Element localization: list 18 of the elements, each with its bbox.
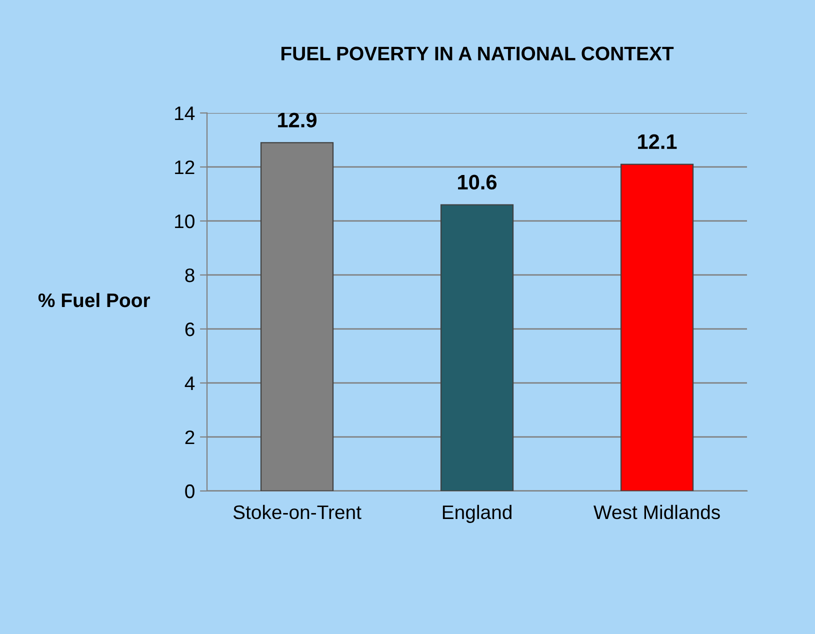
y-tick-label: 14 (175, 106, 195, 120)
data-label: 10.6 (458, 174, 497, 190)
data-label: 12.1 (638, 134, 677, 149)
chart-title: FUEL POVERTY IN A NATIONAL CONTEXT (282, 46, 674, 60)
y-tick-label: 6 (185, 322, 194, 336)
x-tick-label: West Midlands (594, 504, 720, 520)
y-tick-label: 10 (175, 214, 194, 228)
y-tick-label: 0 (185, 484, 194, 498)
bar (620, 164, 694, 491)
y-tick-label: 4 (184, 376, 195, 390)
bar (440, 204, 514, 491)
y-tick-label: 12 (175, 160, 194, 174)
y-axis-title: % Fuel Poor (38, 292, 150, 308)
data-label: 12.9 (278, 112, 317, 128)
x-tick-label: Stoke-on-Trent (233, 504, 362, 520)
y-tick-label: 8 (185, 268, 194, 282)
x-tick-label: England (442, 504, 512, 523)
y-tick-label: 2 (185, 430, 194, 444)
